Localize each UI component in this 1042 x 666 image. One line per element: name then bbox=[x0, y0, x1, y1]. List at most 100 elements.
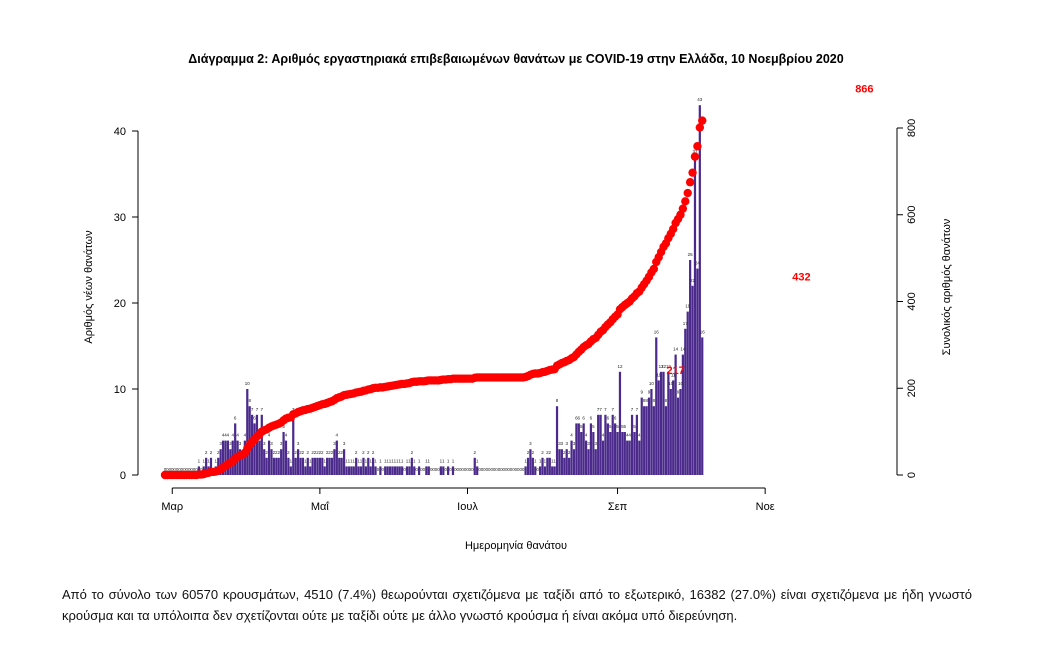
bar-label-day-215: 17 bbox=[683, 321, 689, 326]
bar-label-day-37: 6 bbox=[253, 415, 256, 420]
bar-label-day-208: 12 bbox=[666, 364, 672, 369]
cumulative-label-432: 432 bbox=[792, 272, 810, 284]
bar-label-day-126: 0 bbox=[469, 467, 472, 472]
bar-day-83 bbox=[364, 466, 367, 475]
bar-day-66 bbox=[323, 466, 326, 475]
bar-day-216 bbox=[686, 311, 689, 475]
bar-day-48 bbox=[280, 449, 283, 475]
left-tick-label-0: 0 bbox=[120, 470, 126, 482]
bar-label-day-187: 5 bbox=[616, 424, 619, 429]
bar-label-day-212: 9 bbox=[677, 390, 680, 395]
bar-day-100 bbox=[405, 466, 409, 475]
bar-label-day-155: 1 bbox=[539, 458, 542, 463]
bar-day-219 bbox=[693, 156, 697, 476]
bar-label-day-146: 0 bbox=[517, 467, 520, 472]
bar-label-day-18: 1 bbox=[207, 458, 210, 463]
bar-label-day-34: 10 bbox=[245, 381, 251, 386]
bar-label-day-66: 1 bbox=[323, 458, 326, 463]
cumulative-point-day-202 bbox=[649, 264, 659, 274]
bar-label-day-56: 2 bbox=[299, 450, 302, 455]
bar-label-day-117: 1 bbox=[447, 458, 450, 463]
bar-day-197 bbox=[640, 397, 643, 475]
bar-label-day-120: 0 bbox=[454, 467, 457, 472]
bar-label-day-84: 2 bbox=[367, 450, 370, 455]
bar-day-77 bbox=[350, 466, 353, 475]
bar-label-day-140: 0 bbox=[503, 467, 506, 472]
bar-label-day-134: 0 bbox=[488, 467, 491, 472]
left-tick-label-10: 10 bbox=[114, 384, 126, 396]
bar-label-day-166: 3 bbox=[565, 441, 568, 446]
bar-label-day-145: 0 bbox=[515, 467, 518, 472]
bar-day-24 bbox=[221, 440, 225, 475]
bar-day-32 bbox=[241, 457, 244, 475]
bar-label-day-141: 0 bbox=[505, 467, 508, 472]
bar-day-57 bbox=[301, 457, 305, 475]
left-tick-label-30: 30 bbox=[114, 212, 126, 224]
cumulative-point-day-214 bbox=[678, 204, 688, 213]
bar-day-205 bbox=[659, 371, 663, 475]
bar-day-49 bbox=[282, 432, 285, 475]
bar-label-day-186: 6 bbox=[614, 415, 617, 420]
bar-day-34 bbox=[246, 389, 249, 475]
bar-day-78 bbox=[352, 466, 355, 475]
bar-day-54 bbox=[294, 457, 297, 475]
bar-day-38 bbox=[255, 414, 259, 475]
bar-label-day-3: 0 bbox=[171, 467, 174, 472]
bar-label-day-21: 1 bbox=[215, 458, 218, 463]
bar-label-day-68: 2 bbox=[328, 450, 331, 455]
bar-label-day-50: 4 bbox=[285, 433, 288, 438]
bar-day-200 bbox=[647, 397, 651, 475]
bar-label-day-191: 4 bbox=[626, 433, 629, 438]
bar-day-42 bbox=[265, 457, 268, 475]
cumulative-point-day-217 bbox=[685, 178, 695, 187]
bar-label-day-203: 16 bbox=[654, 329, 660, 334]
bar-label-day-1: 0 bbox=[166, 467, 169, 472]
bar-label-day-71: 4 bbox=[336, 433, 339, 438]
x-tick-label-2: Ιουλ bbox=[457, 501, 478, 513]
bar-label-day-199: 8 bbox=[645, 398, 648, 403]
bar-day-43 bbox=[267, 440, 271, 475]
bar-label-day-16: 1 bbox=[202, 458, 205, 463]
right-tick-label-600: 600 bbox=[906, 206, 918, 224]
bar-day-159 bbox=[548, 457, 551, 475]
bar-day-31 bbox=[238, 449, 242, 475]
bar-label-day-61: 2 bbox=[311, 450, 314, 455]
bar-label-day-52: 1 bbox=[290, 458, 293, 463]
bar-day-109 bbox=[427, 466, 430, 475]
left-y-axis: 0 10 20 30 40 bbox=[114, 126, 139, 482]
bar-day-222 bbox=[701, 337, 704, 475]
bar-day-192 bbox=[628, 440, 631, 475]
bar-label-day-207: 8 bbox=[665, 398, 668, 403]
bar-label-day-189: 5 bbox=[621, 424, 624, 429]
bar-label-day-47: 2 bbox=[277, 450, 280, 455]
bar-day-174 bbox=[584, 440, 588, 475]
bar-label-day-157: 1 bbox=[544, 458, 547, 463]
cumulative-point-day-216 bbox=[683, 188, 692, 198]
bar-label-day-89: 1 bbox=[379, 458, 382, 463]
bar-day-181 bbox=[601, 440, 605, 475]
bar-label-day-110: 0 bbox=[430, 467, 433, 472]
bar-day-194 bbox=[633, 432, 636, 475]
bar-label-day-179: 7 bbox=[597, 407, 600, 412]
bar-label-day-119: 1 bbox=[452, 458, 455, 463]
bar-day-74 bbox=[342, 449, 346, 475]
summary-paragraph: Από το σύνολο των 60570 κρουσμάτων, 4510… bbox=[62, 587, 972, 623]
bar-day-56 bbox=[299, 457, 302, 475]
right-tick-label-200: 200 bbox=[906, 379, 918, 397]
bar-label-day-33: 4 bbox=[244, 433, 247, 438]
bar-day-207 bbox=[664, 406, 668, 475]
bar-label-day-108: 1 bbox=[425, 458, 428, 463]
bar-label-day-177: 5 bbox=[592, 424, 595, 429]
bar-day-169 bbox=[572, 449, 576, 475]
bar-day-201 bbox=[650, 389, 653, 475]
bar-label-day-133: 0 bbox=[486, 467, 489, 472]
bar-label-day-7: 0 bbox=[181, 467, 184, 472]
bar-label-day-2: 0 bbox=[169, 467, 172, 472]
bar-label-day-104: 0 bbox=[415, 467, 418, 472]
bar-label-day-209: 10 bbox=[668, 381, 674, 386]
bar-label-day-97: 1 bbox=[398, 458, 401, 463]
bar-day-72 bbox=[338, 457, 341, 475]
bar-day-209 bbox=[669, 389, 672, 475]
bar-day-163 bbox=[558, 449, 561, 475]
bar-label-day-65: 2 bbox=[321, 450, 324, 455]
